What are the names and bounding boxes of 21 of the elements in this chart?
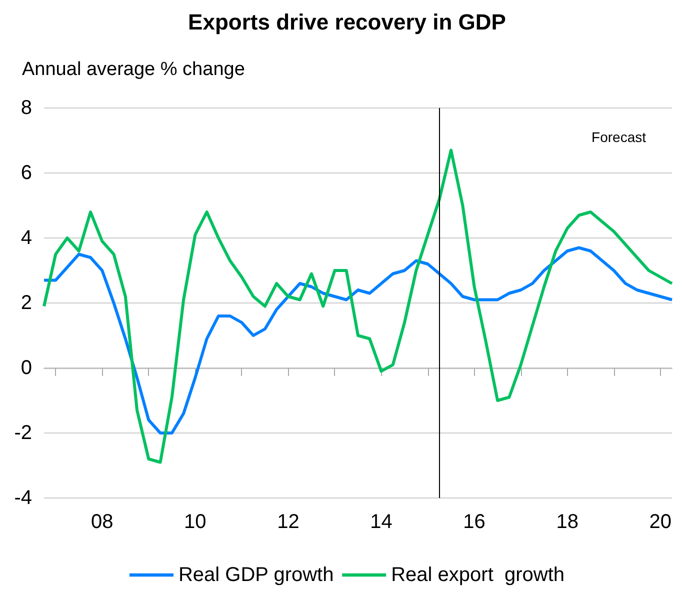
y-tick-label: 8	[20, 97, 32, 119]
x-tick-label: 12	[277, 511, 300, 533]
x-tick-label: 10	[184, 511, 206, 533]
legend-label: Real GDP growth	[178, 564, 334, 586]
line-series	[42, 246, 674, 434]
x-tick-label: 18	[556, 511, 578, 533]
legend-label: Real export growth	[391, 564, 565, 586]
y-tick-label: -4	[14, 487, 32, 509]
y-tick-label: 2	[20, 292, 32, 314]
annotation: Forecast	[592, 129, 646, 145]
line-series	[42, 148, 674, 464]
chart-title: Exports drive recovery in GDP	[188, 10, 506, 34]
y-tick-label: -2	[14, 422, 32, 444]
y-tick-label: 0	[20, 357, 32, 379]
x-tick-label: 20	[649, 511, 672, 533]
x-tick-label: 14	[370, 511, 392, 533]
x-tick-label: 08	[91, 511, 114, 533]
x-tick-label: 16	[463, 511, 486, 533]
y-tick-label: 6	[20, 162, 32, 184]
y-axis-title: Annual average % change	[22, 59, 245, 80]
y-tick-label: 4	[20, 227, 32, 249]
